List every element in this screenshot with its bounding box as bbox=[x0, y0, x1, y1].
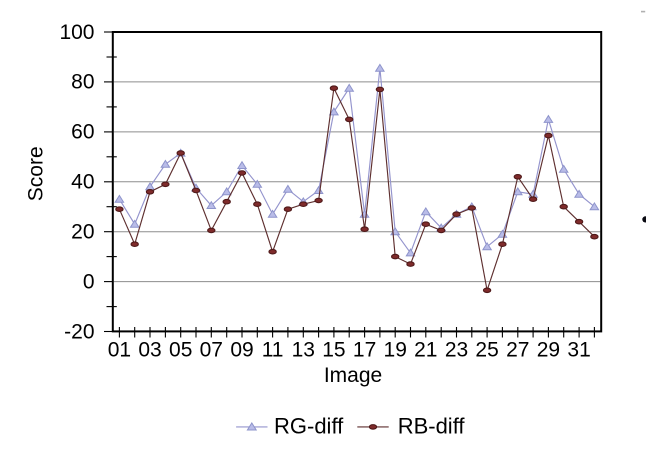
svg-text:0: 0 bbox=[83, 270, 95, 293]
svg-text:40: 40 bbox=[71, 171, 94, 194]
svg-text:23: 23 bbox=[445, 339, 468, 362]
svg-text:19: 19 bbox=[384, 339, 407, 362]
svg-text:100: 100 bbox=[59, 21, 94, 44]
svg-text:15: 15 bbox=[322, 339, 345, 362]
svg-text:13: 13 bbox=[292, 339, 315, 362]
svg-text:Image: Image bbox=[324, 364, 382, 387]
svg-text:RB-diff: RB-diff bbox=[398, 413, 466, 438]
svg-text:27: 27 bbox=[506, 339, 529, 362]
svg-text:29: 29 bbox=[537, 339, 560, 362]
svg-text:05: 05 bbox=[169, 339, 192, 362]
svg-text:25: 25 bbox=[475, 339, 498, 362]
svg-text:01: 01 bbox=[108, 339, 131, 362]
svg-text:60: 60 bbox=[71, 121, 94, 144]
svg-text:-20: -20 bbox=[64, 320, 94, 343]
svg-text:20: 20 bbox=[71, 221, 94, 244]
svg-text:21: 21 bbox=[414, 339, 437, 362]
svg-text:RG-diff: RG-diff bbox=[274, 413, 344, 438]
svg-text:Score: Score bbox=[25, 146, 48, 201]
svg-text:07: 07 bbox=[200, 339, 223, 362]
svg-text:80: 80 bbox=[71, 71, 94, 94]
svg-text:31: 31 bbox=[567, 339, 590, 362]
svg-text:09: 09 bbox=[230, 339, 253, 362]
svg-text:03: 03 bbox=[138, 339, 161, 362]
svg-text:17: 17 bbox=[353, 339, 376, 362]
svg-text:11: 11 bbox=[262, 339, 284, 362]
